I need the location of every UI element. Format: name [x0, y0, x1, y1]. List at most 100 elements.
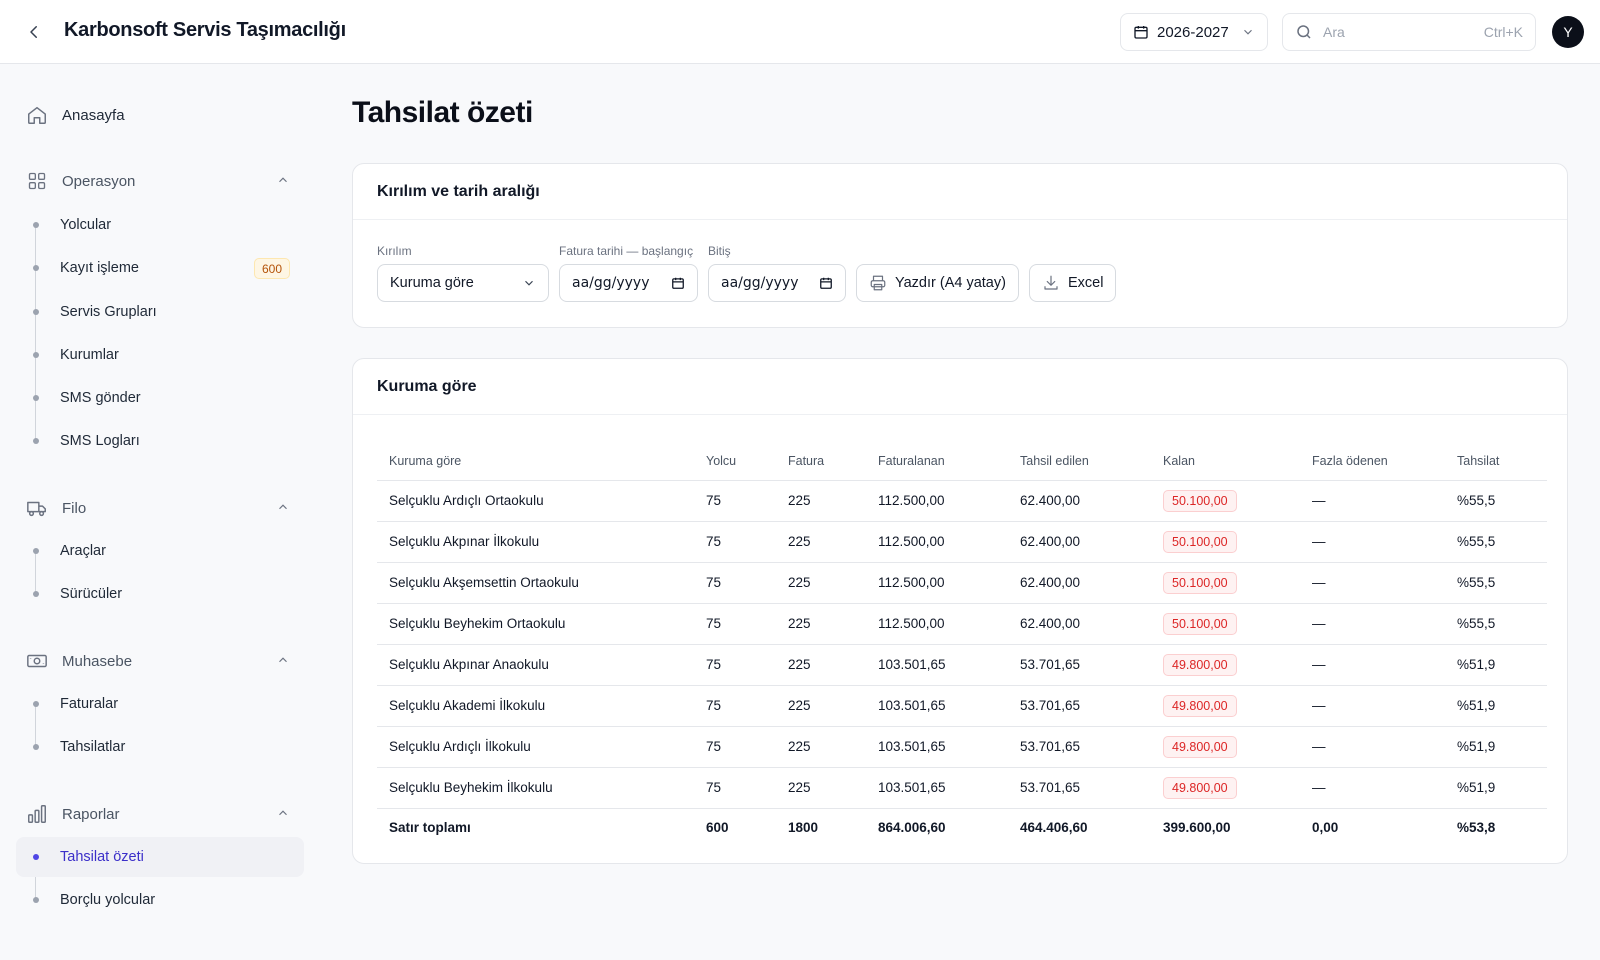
sidebar-item-servis-gruplari[interactable]: Servis Grupları — [16, 292, 304, 332]
tree-line — [35, 705, 36, 748]
sidebar-section-filo[interactable]: Filo — [16, 488, 304, 528]
column-header[interactable]: Kalan — [1151, 443, 1300, 481]
collection-rate-cell: %51,9 — [1445, 726, 1547, 768]
column-header[interactable]: Tahsil edilen — [1008, 443, 1151, 481]
bullet — [33, 548, 39, 554]
column-header[interactable]: Kuruma göre — [377, 443, 694, 481]
sidebar-item-tahsilat-ozeti[interactable]: Tahsilat özeti — [16, 837, 304, 877]
table-row[interactable]: Selçuklu Akşemsettin Ortaokulu 75 225 112.5… — [377, 562, 1547, 604]
banknote-icon — [26, 650, 48, 672]
tree-line — [35, 552, 36, 595]
filter-card-title: Kırılım ve tarih aralığı — [353, 164, 1567, 220]
invoiced-amount-cell: 103.501,65 — [866, 644, 1008, 686]
bullet — [33, 897, 39, 903]
column-header[interactable]: Fazla ödenen — [1300, 443, 1445, 481]
tree-line — [35, 858, 36, 901]
overpaid-amount-cell: — — [1300, 767, 1445, 809]
collected-amount-cell: 53.701,65 — [1008, 726, 1151, 768]
sidebar-section-muhasebe[interactable]: Muhasebe — [16, 641, 304, 681]
invoice-count-cell: 225 — [776, 767, 866, 809]
column-header[interactable]: Tahsilat — [1445, 443, 1547, 481]
print-button[interactable]: Yazdır (A4 yatay) — [856, 264, 1019, 302]
user-avatar[interactable]: Y — [1552, 16, 1584, 48]
sidebar-item-kayit-isleme[interactable]: Kayıt işleme 600 — [16, 248, 304, 288]
back-button[interactable] — [22, 20, 46, 44]
end-date-field: Bitiş aa/gg/yyyy — [708, 244, 846, 302]
sidebar-section-label: Raporlar — [62, 805, 120, 823]
passenger-count-cell: 75 — [694, 562, 776, 604]
sidebar-item-kurumlar[interactable]: Kurumlar — [16, 335, 304, 375]
column-header[interactable]: Fatura — [776, 443, 866, 481]
end-date-label: Bitiş — [708, 244, 731, 258]
bar-chart-icon — [26, 803, 48, 825]
sidebar-item-tahsilatlar[interactable]: Tahsilatlar — [16, 727, 304, 767]
sidebar-section-raporlar[interactable]: Raporlar — [16, 794, 304, 834]
report-table: Kuruma göre Yolcu Fatura Faturalanan Tah… — [377, 443, 1547, 846]
bullet — [33, 744, 39, 750]
report-card-title: Kuruma göre — [353, 359, 1567, 415]
collected-amount-cell: 62.400,00 — [1008, 480, 1151, 522]
institution-cell: Selçuklu Ardıçlı Ortaokulu — [377, 480, 694, 522]
start-date-field: Fatura tarihi — başlangıç aa/gg/yyyy — [559, 244, 698, 302]
breakdown-select[interactable]: Kuruma göre — [377, 264, 549, 302]
overpaid-amount-cell: — — [1300, 603, 1445, 645]
chevron-up-icon — [279, 810, 287, 816]
sidebar-section-operasyon[interactable]: Operasyon — [16, 161, 304, 201]
search-icon — [1297, 25, 1311, 39]
invoiced-amount-cell: 103.501,65 — [866, 726, 1008, 768]
start-date-placeholder: aa/gg/yyyy — [572, 275, 650, 291]
remaining-badge: 50.100,00 — [1163, 571, 1237, 594]
table-row[interactable]: Selçuklu Ardıçlı Ortaokulu 75 225 112.500,0… — [377, 480, 1547, 522]
sidebar-item-label: Tahsilatlar — [60, 739, 126, 755]
total-collected-amount-cell: 464.406,60 — [1008, 807, 1151, 846]
invoiced-amount-cell: 112.500,00 — [866, 521, 1008, 563]
collection-rate-cell: %51,9 — [1445, 644, 1547, 686]
bullet — [33, 438, 39, 444]
bullet — [33, 701, 39, 707]
passenger-count-cell: 75 — [694, 726, 776, 768]
collection-rate-cell: %55,5 — [1445, 521, 1547, 563]
overpaid-amount-cell: — — [1300, 480, 1445, 522]
total-collection-rate-cell: %53,8 — [1445, 807, 1547, 846]
sidebar-item-sms-gonder[interactable]: SMS gönder — [16, 378, 304, 418]
sidebar-item-label: SMS gönder — [60, 390, 141, 406]
collection-rate-cell: %55,5 — [1445, 603, 1547, 645]
table-row[interactable]: Selçuklu Akpınar İlkokulu 75 225 112.500,00… — [377, 521, 1547, 563]
table-row[interactable]: Selçuklu Akpınar Anaokulu 75 225 103.501,65… — [377, 644, 1547, 686]
table-row[interactable]: Selçuklu Beyhekim İlkokulu 75 225 103.501,6… — [377, 767, 1547, 809]
start-date-label: Fatura tarihi — başlangıç — [559, 244, 694, 258]
column-header[interactable]: Yolcu — [694, 443, 776, 481]
sidebar-item-home[interactable]: Anasayfa — [16, 95, 304, 135]
table-row[interactable]: Selçuklu Akademi İlkokulu 75 225 103.501,65… — [377, 685, 1547, 727]
collected-amount-cell: 62.400,00 — [1008, 562, 1151, 604]
search-shortcut-hint: Ctrl+K — [1483, 24, 1523, 40]
collection-rate-cell: %55,5 — [1445, 562, 1547, 604]
table-row[interactable]: Selçuklu Ardıçlı İlkokulu 75 225 103.501,65… — [377, 726, 1547, 768]
institution-cell: Selçuklu Beyhekim İlkokulu — [377, 767, 694, 809]
school-year-select[interactable]: 2026-2027 — [1120, 13, 1268, 51]
sidebar-item-faturalar[interactable]: Faturalar — [16, 684, 304, 724]
table-total-row: Satır toplamı 600 1800 864.006,60 464.406,60… — [377, 807, 1547, 846]
sidebar-item-suruculer[interactable]: Sürücüler — [16, 574, 304, 614]
sidebar-item-borclu-yolcular[interactable]: Borçlu yolcular — [16, 880, 304, 920]
table-row[interactable]: Selçuklu Beyhekim Ortaokulu 75 225 112.500,… — [377, 603, 1547, 645]
download-icon — [1044, 275, 1058, 290]
column-header[interactable]: Faturalanan — [866, 443, 1008, 481]
excel-button[interactable]: Excel — [1028, 264, 1117, 302]
search-box[interactable]: Ctrl+K — [1282, 13, 1536, 51]
sidebar-item-label: Borçlu yolcular — [60, 892, 156, 908]
remaining-amount-cell: 50.100,00 — [1151, 603, 1300, 645]
sidebar-item-yolcular[interactable]: Yolcular — [16, 205, 304, 245]
start-date-input[interactable]: aa/gg/yyyy — [559, 264, 698, 302]
sidebar-item-araclar[interactable]: Araçlar — [16, 531, 304, 571]
passenger-count-cell: 75 — [694, 685, 776, 727]
end-date-input[interactable]: aa/gg/yyyy — [708, 264, 846, 302]
collection-rate-cell: %51,9 — [1445, 767, 1547, 809]
breakdown-label: Kırılım — [377, 244, 412, 258]
sidebar-item-label: Kurumlar — [60, 347, 119, 363]
overpaid-amount-cell: — — [1300, 644, 1445, 686]
sidebar-item-sms-loglari[interactable]: SMS Logları — [16, 421, 304, 461]
total-passenger-count-cell: 600 — [694, 807, 776, 846]
institution-cell: Selçuklu Beyhekim Ortaokulu — [377, 603, 694, 645]
search-input[interactable] — [1323, 24, 1463, 40]
